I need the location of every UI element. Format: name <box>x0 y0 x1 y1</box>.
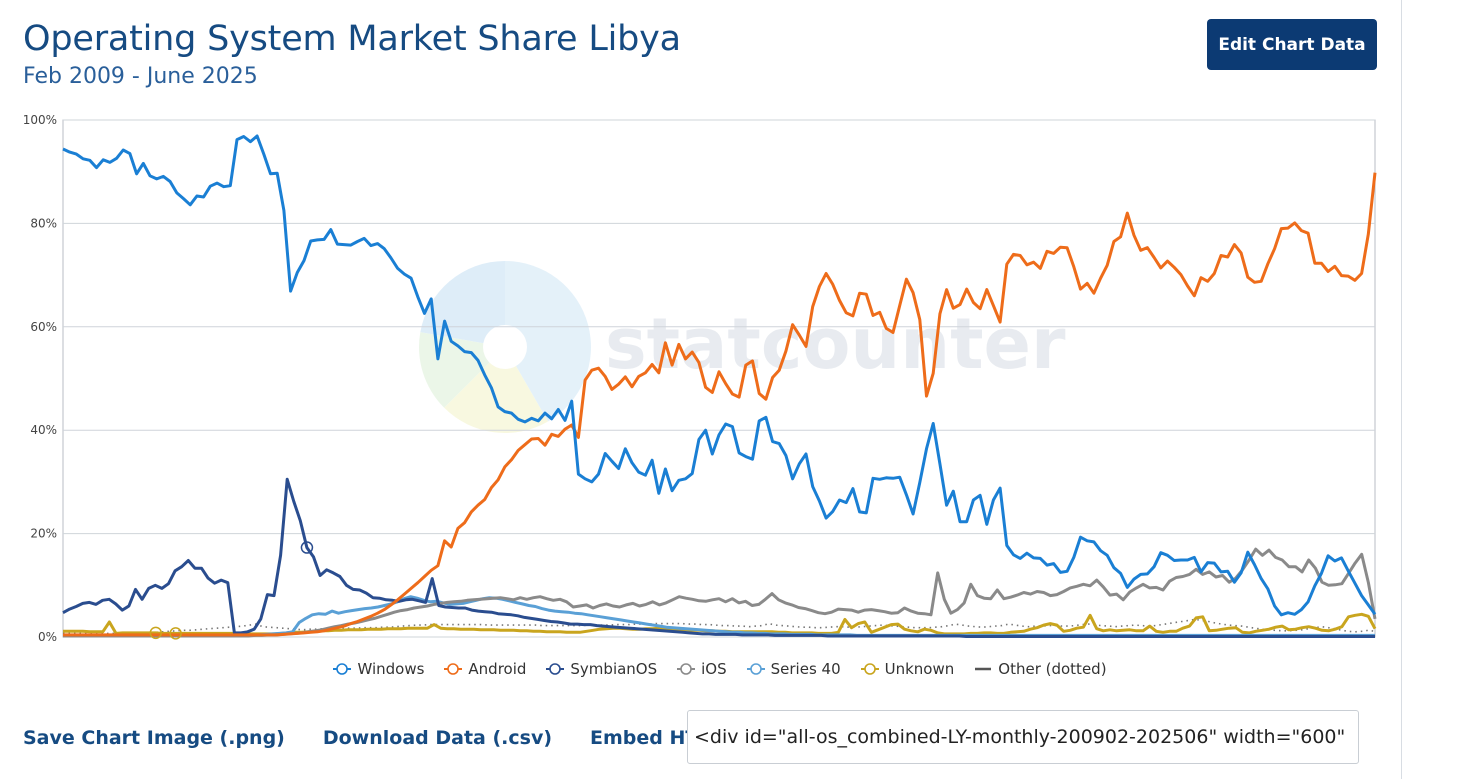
series-point-marker <box>300 541 314 554</box>
y-tick-label: 60% <box>30 320 57 334</box>
legend-item[interactable]: Windows <box>333 660 424 678</box>
legend-label: Windows <box>357 660 425 678</box>
embed-code-field[interactable] <box>687 710 1359 764</box>
y-tick-label: 20% <box>30 527 57 541</box>
legend-item[interactable]: SymbianOS <box>546 660 657 678</box>
page-title: Operating System Market Share Libya <box>23 19 681 59</box>
legend-circle-icon <box>444 663 463 675</box>
legend-item[interactable]: iOS <box>677 660 727 678</box>
download-data-link[interactable]: Download Data (.csv) <box>322 727 553 749</box>
chart-legend: Windows Android SymbianOS iOS Series 40 Unkno… <box>0 657 1440 681</box>
point-markers <box>149 541 314 640</box>
date-range-subtitle: Feb 2009 - June 2025 <box>23 64 258 89</box>
legend-line-icon <box>975 667 992 671</box>
legend-label: Unknown <box>884 660 955 678</box>
watermark-text: statcounter <box>605 303 1066 385</box>
legend-label: Android <box>468 660 527 678</box>
legend-label: Series 40 <box>770 660 841 678</box>
series-line-symbianos[interactable] <box>62 477 1375 638</box>
title-block: Operating System Market Share Libya Feb … <box>23 16 681 92</box>
y-tick-label: 0% <box>38 630 57 644</box>
legend-circle-icon <box>746 663 765 675</box>
legend-circle-icon <box>677 663 696 675</box>
legend-circle-icon <box>546 663 565 675</box>
legend-circle-icon <box>333 663 352 675</box>
legend-item[interactable]: Series 40 <box>746 660 841 678</box>
statcounter-watermark: statcounter <box>418 261 1066 434</box>
watermark-hole <box>483 325 527 369</box>
legend-label: SymbianOS <box>570 660 658 678</box>
export-bar: Save Chart Image (.png) Download Data (.… <box>23 710 767 766</box>
watermark-slice <box>420 261 505 347</box>
legend-item[interactable]: Android <box>444 660 526 678</box>
y-axis: 0% 20% 40% 60% 80% 100% <box>23 113 57 644</box>
edit-chart-data-button[interactable]: Edit Chart Data <box>1207 19 1377 70</box>
save-chart-image-link[interactable]: Save Chart Image (.png) <box>23 727 285 749</box>
legend-label: Other (dotted) <box>998 660 1107 678</box>
series-point-marker <box>149 626 163 640</box>
legend-item[interactable]: Other (dotted) <box>974 660 1107 678</box>
series-point-marker <box>169 627 182 640</box>
legend-circle-icon <box>860 663 879 675</box>
y-tick-label: 80% <box>30 216 57 230</box>
y-tick-label: 40% <box>30 423 57 437</box>
watermark-slice <box>505 261 592 422</box>
watermark-slice <box>444 347 548 434</box>
legend-item[interactable]: Unknown <box>860 660 955 678</box>
sidebar-divider <box>1401 0 1402 779</box>
series-line-windows[interactable] <box>62 134 1377 617</box>
series-layer <box>62 134 1377 638</box>
chart: statcounter 0% 20% 40% 60% 80% 100% <box>23 113 1377 644</box>
y-tick-label: 100% <box>23 113 57 127</box>
series-line-android[interactable] <box>63 172 1377 637</box>
legend-label: iOS <box>701 660 727 678</box>
